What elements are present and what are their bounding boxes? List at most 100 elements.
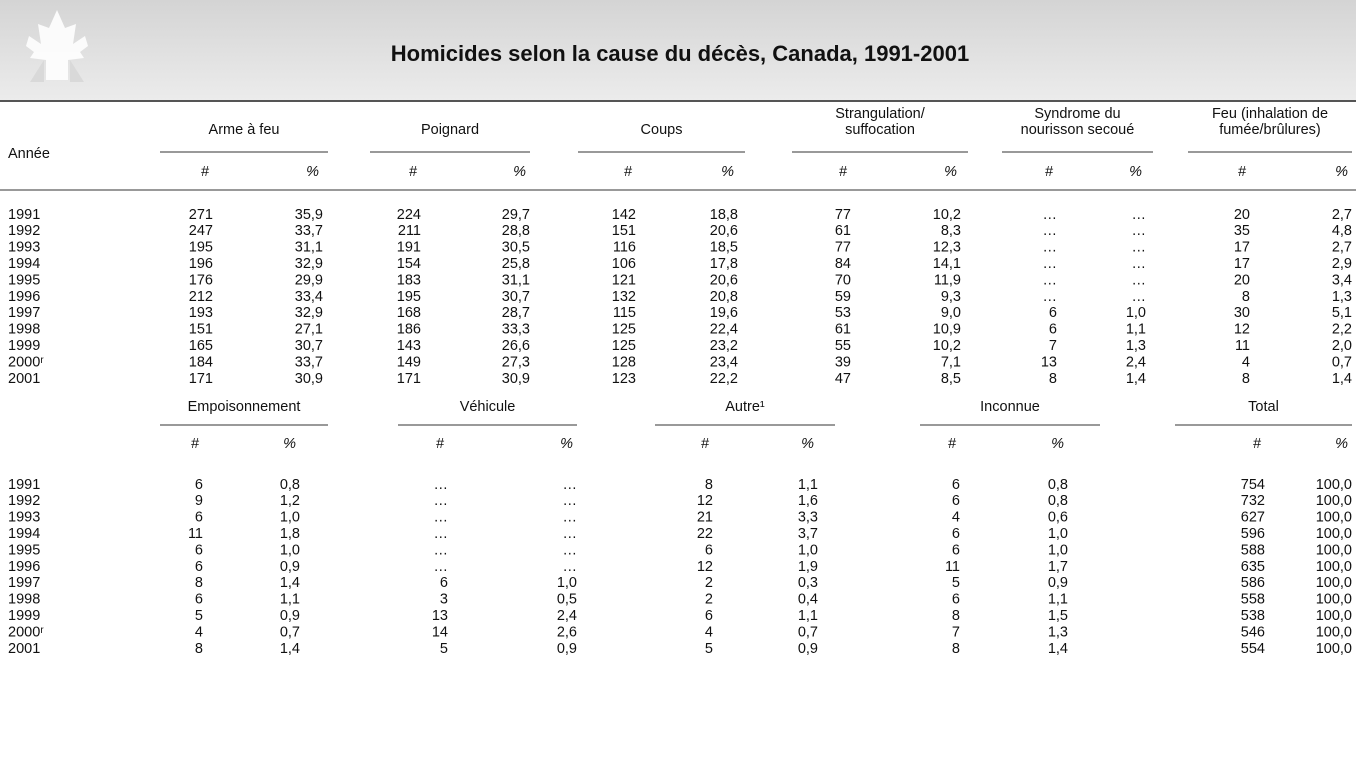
cell: 554	[1241, 641, 1265, 657]
cell: 1,4	[1048, 641, 1068, 657]
cell: …	[1043, 240, 1058, 256]
cell: …	[1043, 272, 1058, 288]
cell: 33,7	[295, 354, 323, 370]
cell: 5	[195, 608, 203, 624]
cell: …	[563, 526, 578, 542]
cell: 32,9	[295, 256, 323, 272]
cell: 5	[705, 641, 713, 657]
cell: 8	[1242, 289, 1250, 305]
year: 1999	[8, 338, 40, 354]
cell: 8	[195, 641, 203, 657]
subheader: #	[1045, 164, 1054, 180]
cell: 20	[1234, 272, 1250, 288]
subheader: %	[283, 436, 296, 452]
subheader: %	[801, 436, 814, 452]
cell: 3	[440, 592, 448, 608]
cell: 1,1	[1126, 322, 1146, 338]
cell: 11,9	[934, 272, 961, 288]
cell: 115	[613, 305, 636, 321]
cell: 20,6	[710, 223, 738, 239]
cell: 196	[189, 256, 213, 272]
year: 1997	[8, 575, 40, 591]
cell: 132	[612, 289, 636, 305]
cell: 31,1	[295, 240, 323, 256]
cell: 13	[1041, 354, 1057, 370]
cell: 558	[1241, 592, 1265, 608]
cell: …	[1043, 223, 1058, 239]
subheader: %	[513, 164, 526, 180]
cell: 588	[1241, 542, 1265, 558]
cell: 13	[432, 608, 448, 624]
cell: 1,0	[280, 542, 300, 558]
cell: 9	[195, 493, 203, 509]
cell: 10,9	[933, 322, 961, 338]
cell: 4	[1242, 354, 1250, 370]
cell: …	[1132, 207, 1147, 223]
cell: 0,9	[798, 641, 818, 657]
cell: …	[434, 526, 449, 542]
cell: 22,4	[710, 322, 738, 338]
year: 1993	[8, 240, 40, 256]
cell: 171	[397, 371, 421, 387]
cell: 0,7	[1332, 354, 1352, 370]
cell: 100,0	[1316, 493, 1352, 509]
cell: 0,9	[280, 559, 300, 575]
cell: …	[434, 510, 449, 526]
cell: 2,9	[1332, 256, 1352, 272]
year: 1995	[8, 542, 40, 558]
year: 2000ʳ	[8, 354, 44, 370]
cell: 0,9	[280, 608, 300, 624]
cell: 39	[835, 354, 851, 370]
cell: 184	[189, 354, 213, 370]
logo	[26, 10, 88, 82]
cell: 7	[1049, 338, 1057, 354]
cell: …	[1043, 289, 1058, 305]
cell: 151	[189, 322, 213, 338]
cell: 538	[1241, 608, 1265, 624]
cell: 6	[195, 510, 203, 526]
cell: 26,6	[502, 338, 530, 354]
cell: 1,1	[798, 477, 818, 493]
cell: 8	[952, 608, 960, 624]
cell: 1,2	[280, 493, 300, 509]
cell: 1,0	[280, 510, 300, 526]
cell: 1,1	[798, 608, 818, 624]
group-header: Poignard	[421, 122, 479, 138]
cell: 142	[612, 207, 636, 223]
cell: 1,3	[1048, 624, 1068, 640]
group-header: Autre¹	[725, 399, 765, 415]
cell: 7	[952, 624, 960, 640]
cell: …	[563, 493, 578, 509]
year: 1995	[8, 272, 40, 288]
cell: 1,0	[798, 542, 818, 558]
group-header: Strangulation/	[835, 106, 925, 122]
year: 1998	[8, 322, 40, 338]
year: 1999	[8, 608, 40, 624]
cell: 151	[612, 223, 636, 239]
cell: 77	[835, 207, 851, 223]
group-header: fumée/brûlures)	[1219, 122, 1321, 138]
cell: 30,7	[295, 338, 323, 354]
cell: 7,1	[941, 354, 961, 370]
cell: 12	[1234, 322, 1250, 338]
cell: 2,2	[1332, 322, 1352, 338]
cell: …	[1132, 289, 1147, 305]
cell: 28,7	[502, 305, 530, 321]
cell: 1,8	[280, 526, 300, 542]
cell: 0,8	[1048, 477, 1068, 493]
cell: 586	[1241, 575, 1265, 591]
cell: 22	[697, 526, 713, 542]
cell: 8,5	[941, 371, 961, 387]
subheader: #	[624, 164, 633, 180]
cell: 28,8	[502, 223, 530, 239]
cell: 35,9	[295, 207, 323, 223]
cell: 6	[952, 493, 960, 509]
subheader: %	[721, 164, 734, 180]
cell: 8	[1242, 371, 1250, 387]
cell: 61	[835, 322, 851, 338]
cell: …	[1043, 207, 1058, 223]
subheader: %	[1129, 164, 1142, 180]
cell: 0,6	[1048, 510, 1068, 526]
subheader: %	[560, 436, 573, 452]
